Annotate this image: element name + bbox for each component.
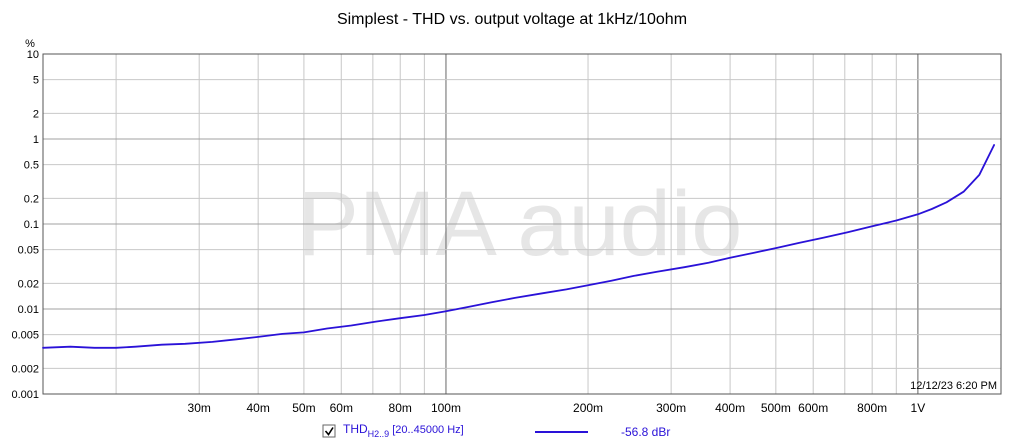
y-tick-label: 10 bbox=[27, 49, 39, 61]
y-tick-label: 0.01 bbox=[18, 304, 39, 316]
x-tick-label: 40m bbox=[246, 401, 269, 415]
x-tick-label: 200m bbox=[573, 401, 603, 415]
x-tick-label: 800m bbox=[857, 401, 887, 415]
x-tick-label: 1V bbox=[911, 401, 926, 415]
y-tick-label: 0.005 bbox=[11, 330, 39, 342]
x-tick-label: 100m bbox=[431, 401, 461, 415]
legend: THDH2..9 [20..45000 Hz] -56.8 dBr bbox=[322, 422, 670, 439]
tick-labels: 30m 40m 50m 60m 80m 100m 200m 300m 400m 500m 600m 8… bbox=[11, 49, 925, 415]
x-tick-label: 60m bbox=[330, 401, 353, 415]
y-tick-label: 0.1 bbox=[24, 219, 39, 231]
y-tick-label: 0.2 bbox=[24, 193, 39, 205]
svg-text:THDH2..9[20..45000 Hz]: THDH2..9 [20..45000 Hz] bbox=[343, 422, 464, 439]
plot-frame bbox=[42, 53, 1002, 395]
series-line-thd bbox=[42, 144, 995, 349]
legend-value: -56.8 dBr bbox=[621, 425, 670, 439]
y-tick-label: 0.5 bbox=[24, 160, 39, 172]
legend-label-main: THD bbox=[343, 422, 368, 436]
x-tick-label: 300m bbox=[656, 401, 686, 415]
x-tick-label: 80m bbox=[389, 401, 412, 415]
legend-label-range: [20..45000 Hz] bbox=[392, 424, 464, 436]
y-tick-label: 0.001 bbox=[11, 389, 39, 401]
x-tick-label: 500m bbox=[761, 401, 791, 415]
y-tick-label: 5 bbox=[33, 75, 39, 87]
chart-title: Simplest - THD vs. output voltage at 1kH… bbox=[337, 11, 687, 28]
y-tick-label: 0.02 bbox=[18, 278, 39, 290]
y-axis-unit: % bbox=[25, 38, 35, 50]
series-lines bbox=[42, 144, 995, 349]
y-tick-label: 0.05 bbox=[18, 245, 39, 257]
timestamp: 12/12/23 6:20 PM bbox=[910, 380, 997, 392]
legend-label-sub: H2..9 bbox=[368, 429, 390, 439]
x-tick-label: 50m bbox=[292, 401, 315, 415]
x-tick-label: 30m bbox=[188, 401, 211, 415]
checkmark-icon bbox=[324, 427, 334, 436]
y-tick-label: 2 bbox=[33, 108, 39, 120]
x-tick-label: 400m bbox=[715, 401, 745, 415]
y-tick-label: 1 bbox=[33, 134, 39, 146]
x-tick-label: 600m bbox=[798, 401, 828, 415]
y-tick-label: 0.002 bbox=[11, 363, 39, 375]
